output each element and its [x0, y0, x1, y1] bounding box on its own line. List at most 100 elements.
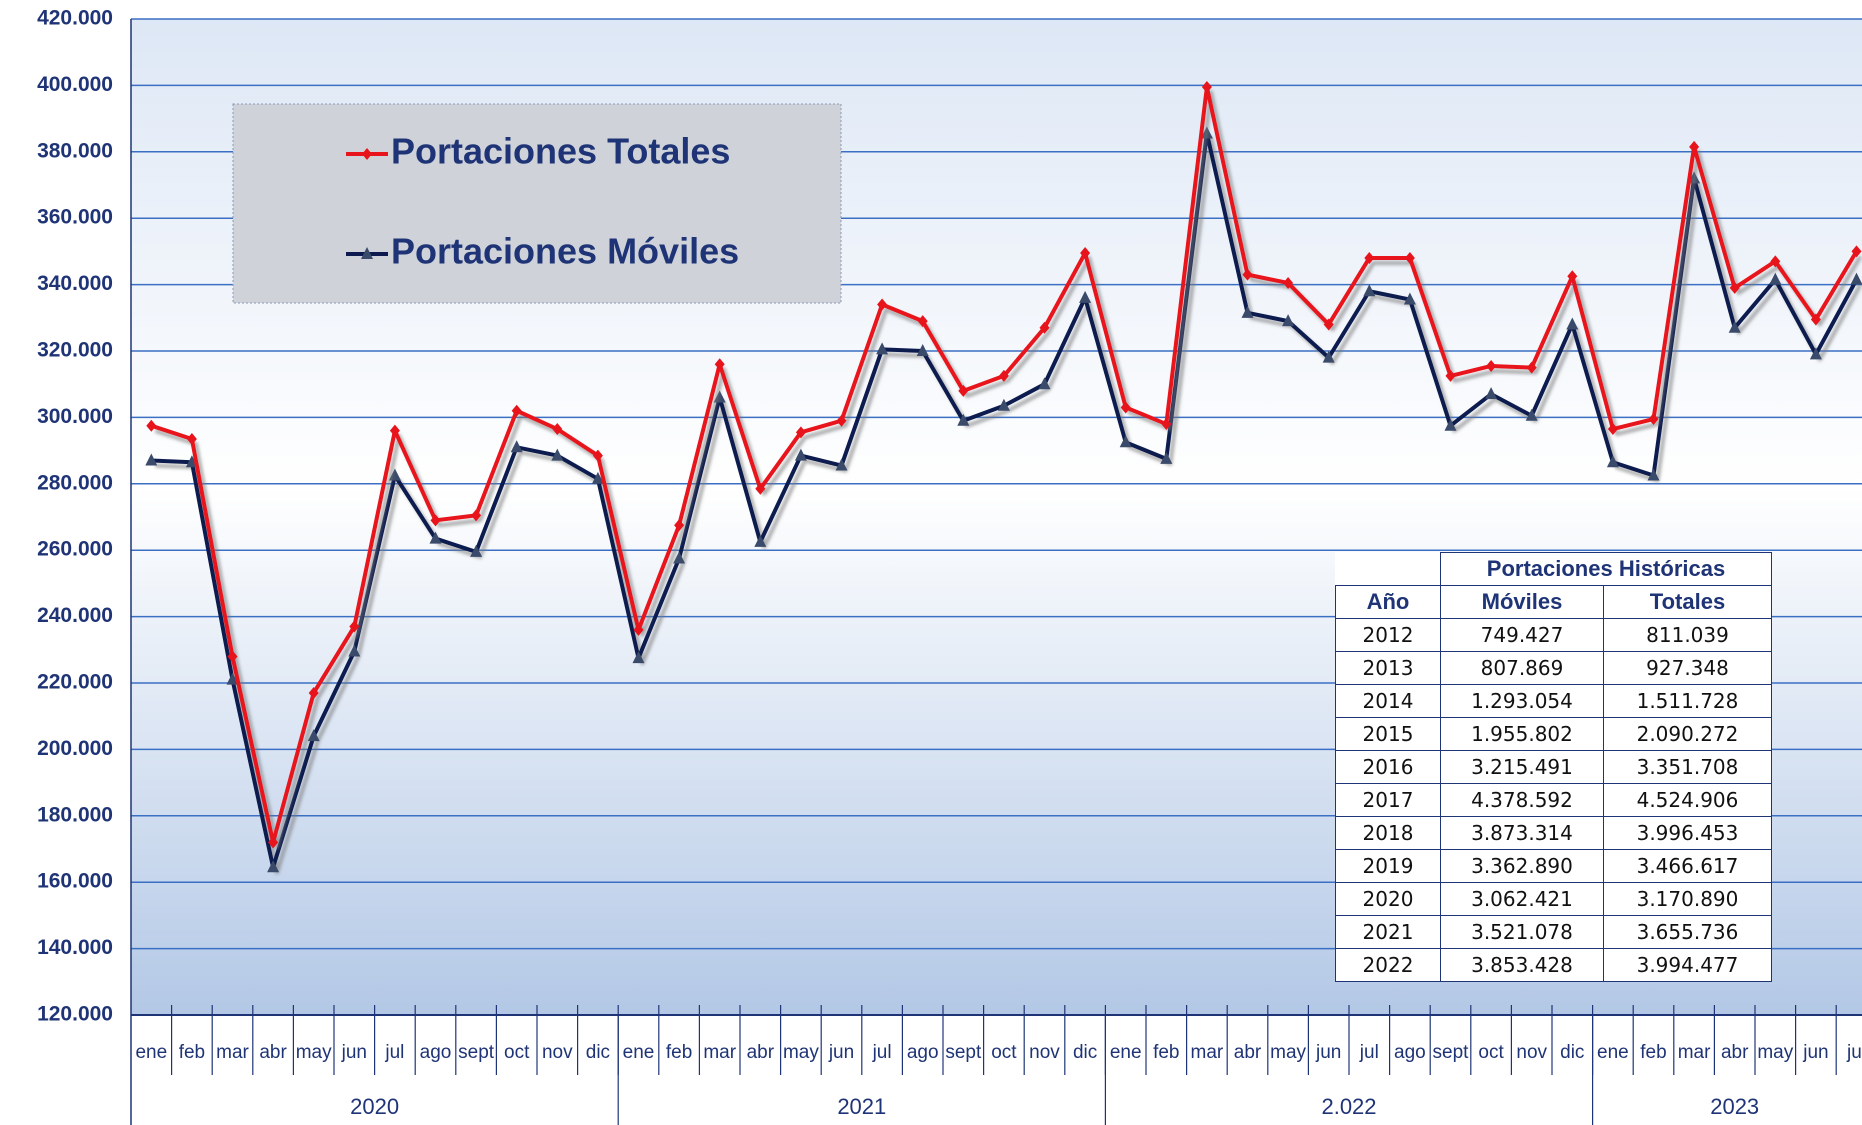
point — [1161, 418, 1172, 431]
point — [713, 390, 726, 403]
table-cell: 3.655.736 — [1603, 915, 1772, 949]
point — [362, 148, 372, 160]
point — [1119, 435, 1132, 448]
point — [361, 247, 373, 259]
table-row: 2020 3.062.421 3.170.890 — [1335, 882, 1772, 916]
table-cell: 3.062.421 — [1440, 882, 1604, 916]
point — [1322, 350, 1335, 363]
x-tick-label: dic — [586, 1042, 610, 1063]
y-tick-label: 420.000 — [37, 7, 113, 30]
point — [1241, 305, 1254, 318]
point — [877, 298, 888, 311]
x-tick-label: abr — [1234, 1042, 1262, 1063]
point — [1080, 247, 1091, 260]
x-group-label: 2.022 — [1321, 1094, 1376, 1119]
point — [268, 836, 279, 849]
table-cell: 1.293.054 — [1440, 684, 1604, 718]
point — [1606, 455, 1619, 468]
table-cell: 3.521.078 — [1440, 915, 1604, 949]
x-tick-label: abr — [1721, 1042, 1749, 1063]
x-tick-label: ene — [1597, 1042, 1629, 1063]
table-cell: 2012 — [1335, 618, 1441, 652]
table-cell: 927.348 — [1603, 651, 1772, 685]
x-tick-label: jun — [828, 1042, 854, 1063]
table-cell: 1.511.728 — [1603, 684, 1772, 718]
x-tick-label: sept — [458, 1042, 495, 1063]
point — [633, 623, 644, 636]
point — [389, 424, 400, 437]
point — [1201, 81, 1212, 94]
point — [958, 384, 969, 397]
point — [1689, 140, 1700, 153]
x-tick-label: sept — [1433, 1042, 1470, 1063]
x-tick-label: nov — [542, 1042, 573, 1063]
y-tick-label: 360.000 — [37, 206, 113, 229]
table-cell: 2014 — [1335, 684, 1441, 718]
point — [835, 458, 848, 471]
point — [957, 413, 970, 426]
y-tick-label: 200.000 — [37, 737, 113, 760]
point — [591, 471, 604, 484]
point — [1486, 359, 1497, 372]
x-tick-label: mar — [1191, 1042, 1224, 1063]
point — [1851, 245, 1862, 258]
y-tick-label: 380.000 — [37, 139, 113, 162]
point — [308, 686, 319, 699]
table-cell — [1336, 553, 1441, 586]
point — [1403, 292, 1416, 305]
table-row: 2021 3.521.078 3.655.736 — [1335, 915, 1772, 949]
table-cell: Totales — [1603, 585, 1772, 619]
point — [1648, 413, 1659, 426]
point — [1038, 377, 1051, 390]
point — [673, 551, 686, 564]
point — [1729, 281, 1740, 294]
point — [794, 448, 807, 461]
x-tick-label: feb — [179, 1042, 205, 1063]
point — [429, 531, 442, 544]
point — [754, 534, 767, 547]
x-tick-label: ene — [135, 1042, 167, 1063]
point — [1242, 268, 1253, 281]
y-tick-label: 300.000 — [37, 405, 113, 428]
table-cell: 3.994.477 — [1603, 948, 1772, 982]
point — [916, 344, 929, 356]
point — [1445, 369, 1456, 382]
point — [876, 342, 889, 355]
table-cell: 3.996.453 — [1603, 816, 1772, 850]
y-tick-label: 280.000 — [37, 471, 113, 494]
table-cell: 1.955.802 — [1440, 717, 1604, 751]
table-row: 2018 3.873.314 3.996.453 — [1335, 816, 1772, 850]
table-row: 2019 3.362.890 3.466.617 — [1335, 849, 1772, 883]
point — [1200, 126, 1213, 139]
point — [511, 404, 522, 417]
x-tick-label: abr — [259, 1042, 287, 1063]
table-cell: 2.090.272 — [1603, 717, 1772, 751]
x-tick-label: dic — [1560, 1042, 1584, 1063]
history-table: Portaciones Históricas Año Móviles Totales 2… — [1335, 552, 1772, 982]
x-tick-label: may — [296, 1042, 332, 1063]
table-cell: 3.215.491 — [1440, 750, 1604, 784]
y-tick-label: 340.000 — [37, 272, 113, 295]
x-group-label: 2021 — [837, 1094, 886, 1119]
table-cell: 2022 — [1335, 948, 1441, 982]
point — [1728, 320, 1741, 333]
point — [1404, 252, 1415, 265]
x-tick-label: feb — [1640, 1042, 1666, 1063]
point — [146, 419, 157, 432]
legend-label: Portaciones Totales — [391, 131, 730, 172]
point — [1526, 361, 1537, 374]
x-tick-label: ene — [623, 1042, 655, 1063]
point — [755, 482, 766, 495]
table-row: Año Móviles Totales — [1335, 585, 1772, 619]
table-cell: 2019 — [1335, 849, 1441, 883]
point — [552, 423, 563, 436]
point — [307, 729, 320, 742]
point — [1120, 401, 1131, 414]
point — [430, 514, 441, 527]
table-cell: 2015 — [1335, 717, 1441, 751]
table-cell: Año — [1335, 585, 1441, 619]
x-tick-label: may — [1757, 1042, 1793, 1063]
table-cell: 4.524.906 — [1603, 783, 1772, 817]
point — [227, 650, 238, 663]
